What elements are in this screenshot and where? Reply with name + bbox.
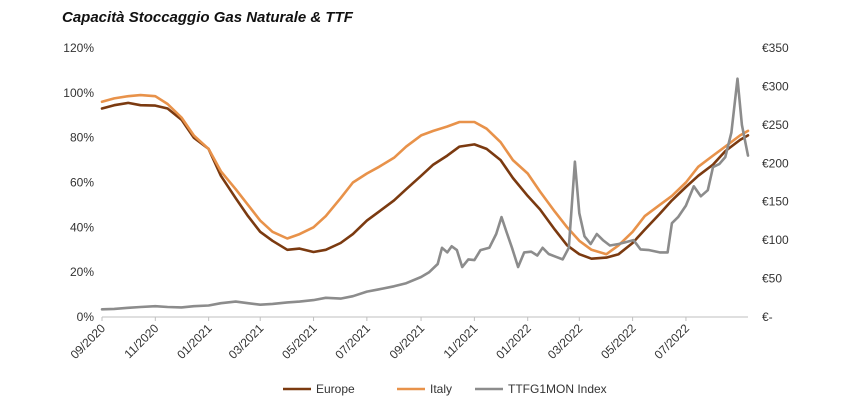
right-y-tick-label: €50 (762, 272, 782, 286)
x-tick-label: 07/2022 (651, 321, 692, 362)
left-y-tick-label: 0% (77, 310, 95, 324)
right-y-tick-label: €200 (762, 156, 789, 170)
x-tick-label: 03/2021 (226, 321, 267, 362)
x-tick-label: 11/2020 (121, 321, 161, 361)
left-y-tick-label: 80% (70, 131, 94, 145)
right-y-tick-label: €150 (762, 195, 789, 209)
series-line-italy (100, 93, 750, 256)
x-tick-label: 07/2021 (332, 321, 373, 362)
x-tick-label: 05/2022 (598, 321, 639, 362)
right-y-tick-label: €250 (762, 118, 789, 132)
legend-label-ttfg1mon-index: TTFG1MON Index (508, 382, 607, 396)
right-y-tick-label: €300 (762, 79, 789, 93)
legend-label-italy: Italy (430, 382, 452, 396)
right-y-tick-label: €100 (762, 233, 789, 247)
right-y-tick-label: €- (762, 310, 773, 324)
x-tick-label: 09/2020 (68, 321, 109, 362)
left-y-axis-ticks: 0% 20% 40% 60% 80% 100% 120% (63, 41, 94, 324)
left-y-tick-label: 40% (70, 220, 94, 234)
x-tick-label: 11/2021 (441, 321, 481, 361)
x-tick-label: 03/2022 (545, 321, 586, 362)
right-y-tick-label: €350 (762, 41, 789, 55)
series-line-europe (100, 101, 750, 261)
legend-label-europe: Europe (316, 382, 355, 396)
x-axis-ticks: 09/2020 11/2020 01/2021 03/2021 05/2021 07/20… (68, 317, 692, 362)
x-tick-label: 01/2022 (493, 321, 534, 362)
left-y-tick-label: 100% (63, 86, 94, 100)
series-line-ttfg1mon-index (100, 77, 750, 311)
left-y-tick-label: 120% (63, 41, 94, 55)
left-y-tick-label: 60% (70, 176, 94, 190)
series-lines (100, 77, 750, 311)
x-tick-label: 01/2021 (174, 321, 215, 362)
x-tick-label: 09/2021 (387, 321, 428, 362)
left-y-tick-label: 20% (70, 265, 94, 279)
x-tick-label: 05/2021 (279, 321, 320, 362)
chart-title: Capacità Stoccaggio Gas Naturale & TTF (62, 9, 353, 26)
right-y-axis-ticks: €- €50 €100 €150 €200 €250 €300 €350 (762, 41, 789, 324)
legend: Europe Italy TTFG1MON Index (283, 382, 607, 396)
